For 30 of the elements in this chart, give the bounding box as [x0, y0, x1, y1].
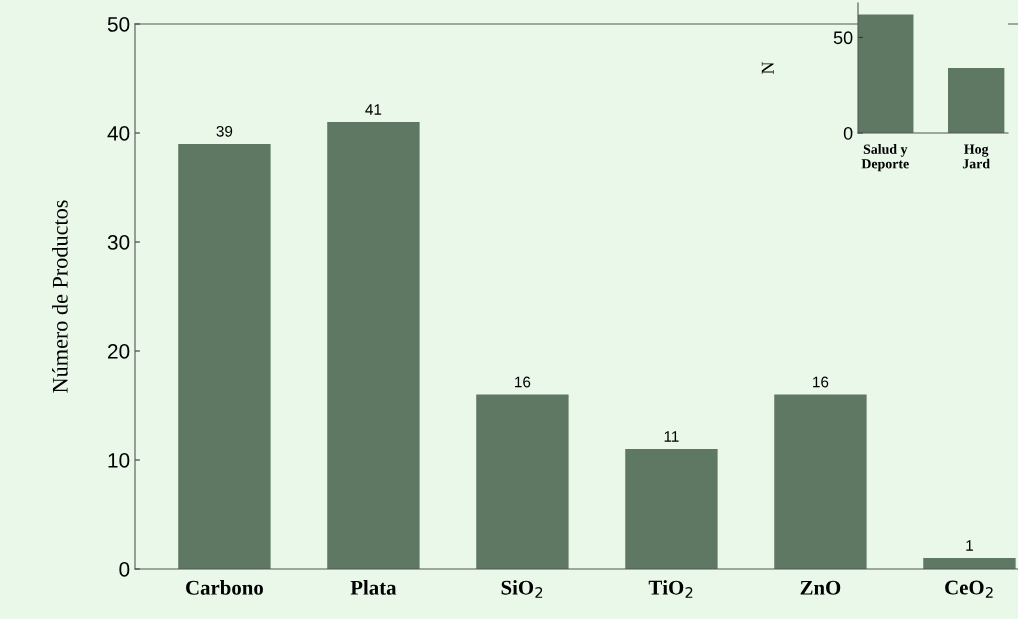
- y-tick-label: 20: [108, 344, 130, 359]
- x-tick-label: Hog Jard: [962, 144, 990, 169]
- bar: [327, 122, 420, 569]
- data-label: 41: [365, 104, 382, 115]
- y-tick-label: 0: [119, 562, 130, 577]
- bar: [923, 558, 1016, 569]
- x-tick-label: SiO$_{2}$: [501, 579, 543, 598]
- data-label: 16: [813, 376, 829, 388]
- data-label: 16: [515, 376, 531, 388]
- x-tick-label: CeO$_{2}$: [945, 580, 993, 598]
- y-axis-title: Número de Productos: [52, 200, 68, 393]
- y-tick-label: 50: [107, 17, 130, 32]
- data-label: 1: [966, 540, 973, 551]
- bar: [774, 394, 867, 569]
- bar: [625, 449, 718, 569]
- y-tick-label: 30: [107, 235, 130, 250]
- bar: [476, 394, 569, 569]
- bar: [178, 143, 271, 569]
- y-tick-label: 0: [843, 126, 853, 140]
- data-label: 11: [664, 431, 679, 442]
- x-tick-label: TiO$_{2}$: [648, 579, 693, 598]
- y-tick-label: 40: [107, 126, 130, 141]
- y-axis-title: N: [761, 61, 774, 74]
- x-tick-label: Salud y Deporte: [861, 144, 909, 172]
- y-tick-label: 10: [108, 453, 130, 468]
- x-tick-label: Carbono: [186, 580, 263, 595]
- data-label: 39: [216, 125, 233, 137]
- x-tick-label: Plata: [350, 580, 397, 595]
- x-tick-label: ZnO: [800, 580, 841, 595]
- y-tick-label: 50: [833, 31, 853, 45]
